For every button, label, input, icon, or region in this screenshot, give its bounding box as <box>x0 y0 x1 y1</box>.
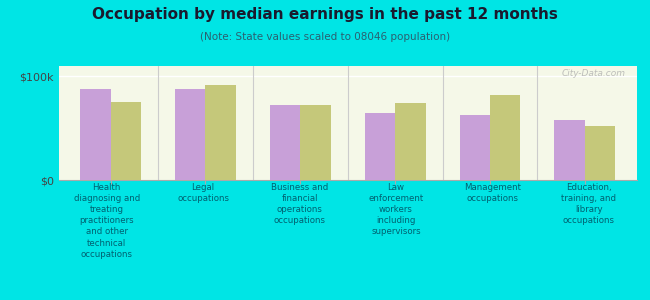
Bar <box>460 115 490 180</box>
Text: Occupation by median earnings in the past 12 months: Occupation by median earnings in the pas… <box>92 8 558 22</box>
Text: Law
enforcement
workers
including
supervisors: Law enforcement workers including superv… <box>369 183 424 236</box>
Bar <box>585 126 615 180</box>
Text: Education,
training, and
library
occupations: Education, training, and library occupat… <box>562 183 616 225</box>
Bar <box>270 105 300 180</box>
Text: Legal
occupations: Legal occupations <box>177 183 229 203</box>
Bar <box>395 103 426 180</box>
Bar <box>365 112 395 180</box>
Text: Management
occupations: Management occupations <box>464 183 521 203</box>
Bar <box>175 89 205 180</box>
Bar <box>300 105 331 180</box>
Text: City-Data.com: City-Data.com <box>562 69 625 78</box>
Bar <box>81 89 110 180</box>
Bar <box>111 102 141 180</box>
Text: Health
diagnosing and
treating
practitioners
and other
technical
occupations: Health diagnosing and treating practitio… <box>73 183 140 259</box>
Bar <box>554 120 585 180</box>
Bar <box>205 85 236 180</box>
Bar <box>490 95 521 180</box>
Text: Business and
financial
operations
occupations: Business and financial operations occupa… <box>271 183 328 225</box>
Text: (Note: State values scaled to 08046 population): (Note: State values scaled to 08046 popu… <box>200 32 450 41</box>
